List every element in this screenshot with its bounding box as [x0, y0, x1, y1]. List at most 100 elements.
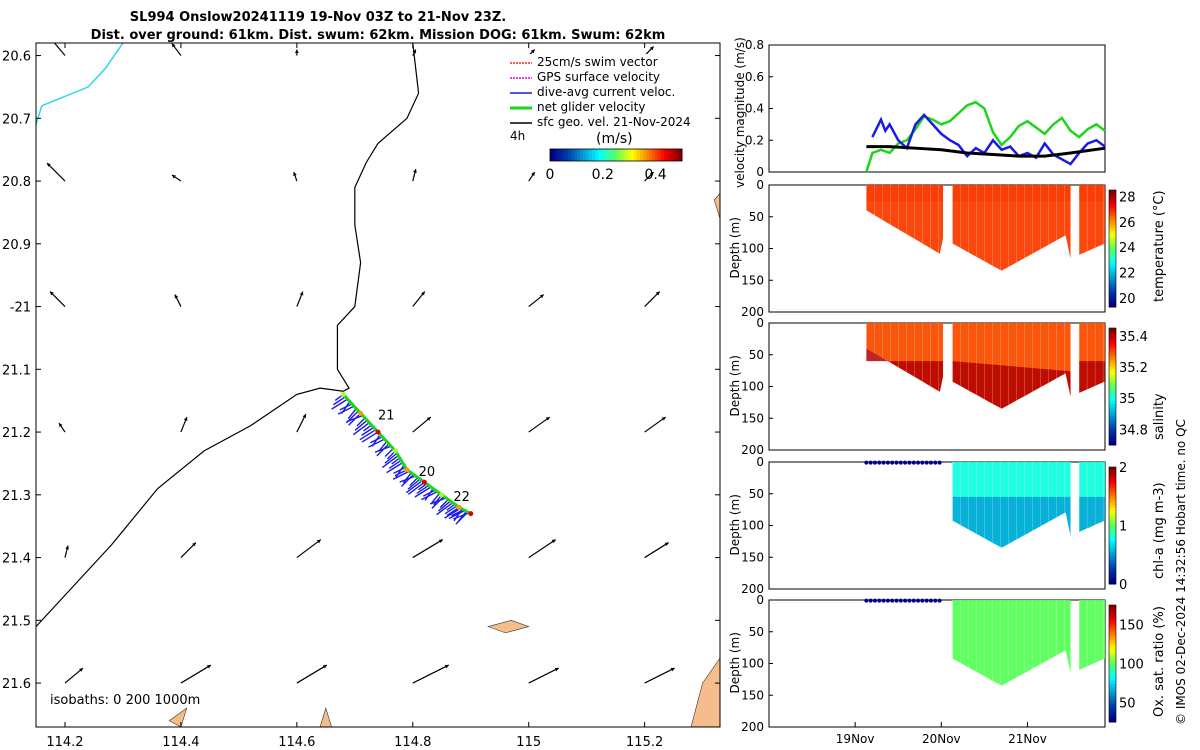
section-colorbar-label: temperature (°C) [1152, 190, 1167, 302]
day-label: 20 [419, 465, 436, 480]
legend-label: sfc geo. vel. 21-Nov-2024 [537, 115, 691, 129]
section-colorbar-segment [1109, 490, 1116, 494]
section-colorbar-segment [1109, 328, 1116, 332]
velocity-y-tick-label: 0.4 [745, 102, 764, 116]
section-y-tick-label: 100 [741, 657, 764, 671]
section-colorbar-tick-label: 35.2 [1119, 361, 1148, 376]
colorbar-segment [640, 149, 644, 161]
geo-velocity-arrowhead [174, 294, 179, 299]
section-y-tick-label: 200 [741, 305, 764, 319]
current-vector [453, 512, 470, 520]
section-colorbar-segment [1109, 631, 1116, 635]
section-colorbar-segment [1109, 651, 1116, 656]
land-island [487, 620, 530, 634]
geo-velocity-vector [412, 664, 450, 684]
legend-label: GPS surface velocity [537, 70, 660, 84]
section-colorbar-segment [1109, 637, 1116, 641]
section-y-tick-label: 50 [749, 625, 764, 639]
current-vector [356, 417, 366, 427]
current-vector [374, 445, 392, 453]
colorbar-segment [619, 149, 623, 161]
surface-sample [868, 598, 873, 603]
colorbar-segment [583, 149, 587, 161]
map-y-tick-label: 20.7 [2, 112, 31, 127]
velocity-y-tick-label: 0.2 [745, 133, 764, 147]
section-colorbar-segment [1109, 301, 1116, 305]
section-colorbar-segment [1109, 192, 1116, 197]
colorbar-segment [604, 149, 608, 161]
current-vector [424, 488, 434, 501]
section-colorbar-tick-label: 0 [1119, 578, 1127, 593]
current-vector [409, 477, 419, 487]
section-colorbar-segment [1109, 436, 1116, 440]
surface-sample [903, 460, 908, 465]
section-fill [866, 185, 944, 254]
section-colorbar-segment [1109, 569, 1116, 573]
surface-sample [872, 598, 877, 603]
section-colorbar-segment [1109, 678, 1116, 682]
geo-velocity-arrowhead [655, 291, 660, 296]
section-colorbar-tick-label: 35.4 [1119, 330, 1148, 345]
legend-box [505, 54, 697, 134]
colorbar-segment [649, 149, 653, 161]
section-y-tick-label: 200 [741, 443, 764, 457]
section-colorbar-segment [1109, 622, 1116, 626]
track-point [404, 467, 410, 473]
section-colorbar-segment [1109, 484, 1116, 488]
current-vector [368, 438, 385, 448]
map-y-tick-label: 21.5 [2, 614, 31, 629]
track-point [456, 504, 462, 510]
section-colorbar-segment [1109, 222, 1116, 226]
section-panel: 0 50 100 150 200 Depth (m) 34.8 35 35.2 35.4 salin… [728, 316, 1167, 457]
section-colorbar-segment [1109, 274, 1116, 279]
time-x-tick-label: 20Nov [922, 732, 961, 746]
geo-velocity-arrowhead [322, 665, 327, 669]
current-vector [402, 472, 412, 484]
section-colorbar-segment [1109, 360, 1116, 364]
surface-sample [920, 598, 925, 603]
surface-sample [937, 460, 942, 465]
current-vector [333, 396, 346, 406]
section-y-tick-label: 0 [756, 178, 764, 192]
velocity-y-tick-label: 0.6 [745, 70, 764, 84]
legend-label: dive-avg current veloc. [537, 85, 675, 99]
section-colorbar-segment [1109, 493, 1116, 497]
section-colorbar-segment [1109, 663, 1116, 667]
section-colorbar-segment [1109, 560, 1116, 565]
map-x-tick-label: 115.2 [626, 735, 663, 750]
section-colorbar-segment [1109, 537, 1116, 541]
section-colorbar-tick-label: 50 [1119, 697, 1136, 712]
geo-velocity-arrowhead [554, 667, 559, 672]
section-colorbar-segment [1109, 487, 1116, 491]
track-point [375, 429, 381, 435]
section-colorbar-segment [1109, 575, 1116, 579]
section-surface-band [952, 185, 1071, 201]
surface-sample [881, 460, 886, 465]
section-ylabel: Depth (m) [728, 632, 742, 693]
section-colorbar-segment [1109, 363, 1116, 367]
section-colorbar-segment [1109, 634, 1116, 638]
geo-velocity-vector [296, 539, 322, 559]
section-colorbar-segment [1109, 418, 1116, 423]
geo-velocity-vector [644, 667, 675, 684]
section-colorbar-segment [1109, 298, 1116, 302]
land-island [168, 707, 188, 727]
colorbar-segment [622, 149, 626, 161]
geo-velocity-vector [644, 542, 669, 559]
section-colorbar-tick-label: 22 [1119, 267, 1136, 282]
geo-velocity-arrowhead [551, 539, 556, 544]
colorbar-segment [553, 149, 557, 161]
section-colorbar-segment [1109, 672, 1116, 676]
section-colorbar-segment [1109, 540, 1116, 544]
surface-sample [928, 460, 933, 465]
section-deep-band [1079, 496, 1105, 532]
section-colorbar-segment [1109, 613, 1116, 618]
surface-sample [872, 460, 877, 465]
section-colorbar-tick-label: 150 [1119, 619, 1144, 634]
section-colorbar-segment [1109, 339, 1116, 344]
map-y-tick-label: 20.6 [2, 50, 31, 65]
colorbar-units: (m/s) [596, 131, 633, 147]
map-x-tick-label: 114.6 [278, 735, 315, 750]
section-colorbar-segment [1109, 563, 1116, 567]
